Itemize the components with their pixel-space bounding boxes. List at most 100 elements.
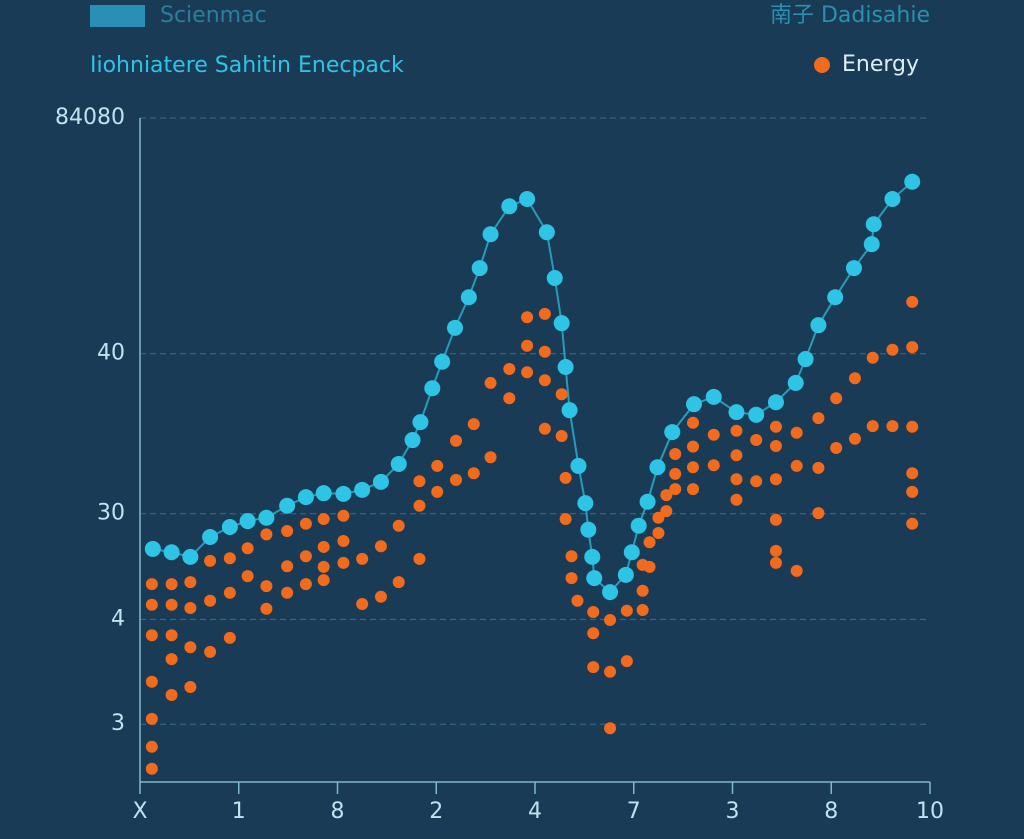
line-point bbox=[649, 459, 666, 476]
scatter-point bbox=[571, 594, 584, 607]
scatter-point bbox=[643, 536, 656, 549]
scatter-point bbox=[337, 509, 350, 522]
line-point bbox=[797, 351, 814, 368]
line-point bbox=[460, 289, 477, 306]
scatter-point bbox=[730, 449, 743, 462]
scatter-point bbox=[830, 392, 843, 405]
x-tick-label: 8 bbox=[331, 799, 345, 824]
scatter-point bbox=[687, 416, 699, 429]
scatter-point bbox=[866, 420, 879, 433]
scatter-point bbox=[769, 420, 782, 433]
line-point bbox=[258, 509, 275, 526]
scatter-point bbox=[812, 461, 825, 474]
scatter-point bbox=[484, 376, 497, 389]
scatter-point bbox=[356, 598, 369, 611]
line-point bbox=[412, 414, 429, 431]
scatter-point bbox=[413, 499, 426, 512]
scatter-point bbox=[707, 459, 720, 472]
scatter-point bbox=[559, 513, 572, 526]
scatter-point bbox=[660, 489, 673, 502]
line-point bbox=[239, 513, 256, 530]
scatter-point bbox=[503, 362, 516, 375]
scatter-point bbox=[730, 493, 743, 506]
scatter-point bbox=[906, 485, 919, 498]
line-point bbox=[297, 489, 314, 506]
line-point bbox=[372, 473, 389, 490]
scatter-point bbox=[299, 517, 312, 530]
scatter-point bbox=[431, 459, 444, 472]
line-point bbox=[144, 540, 161, 557]
scatter-point bbox=[750, 434, 763, 447]
scatter-point bbox=[866, 351, 879, 364]
scatter-point bbox=[660, 505, 673, 518]
scatter-point bbox=[184, 641, 197, 654]
scatter-point bbox=[555, 388, 568, 401]
scatter-point bbox=[145, 675, 158, 688]
scatter-point bbox=[769, 544, 782, 557]
scatter-point bbox=[669, 483, 682, 496]
line-point bbox=[163, 544, 180, 561]
scatter-point bbox=[165, 629, 178, 642]
line-point bbox=[767, 394, 784, 411]
scatter-point bbox=[790, 564, 803, 577]
scatter-point bbox=[538, 307, 551, 320]
scatter-point bbox=[204, 594, 217, 607]
scatter-point bbox=[538, 374, 551, 387]
line-point bbox=[434, 353, 451, 370]
scatter-point bbox=[604, 665, 617, 678]
scatter-point bbox=[521, 311, 534, 324]
scatter-point bbox=[204, 554, 217, 567]
scatter-point bbox=[450, 473, 462, 486]
scatter-point bbox=[165, 653, 178, 666]
line-point bbox=[315, 485, 332, 502]
line-point bbox=[354, 481, 371, 498]
scatter-point bbox=[145, 762, 158, 775]
line-point bbox=[705, 388, 722, 405]
scatter-point bbox=[337, 534, 350, 547]
scatter-point bbox=[223, 631, 236, 644]
chart-title: Scienmac bbox=[160, 3, 267, 28]
line-point bbox=[447, 319, 464, 336]
scatter-point bbox=[145, 740, 158, 753]
scatter-point bbox=[204, 645, 217, 658]
scatter-point bbox=[906, 341, 919, 354]
scatter-point bbox=[587, 661, 600, 674]
scatter-point bbox=[886, 420, 899, 433]
scatter-point bbox=[687, 440, 699, 453]
scatter-point bbox=[652, 511, 665, 524]
line-point bbox=[553, 315, 570, 332]
scatter-point bbox=[184, 576, 197, 589]
line-point bbox=[424, 380, 441, 397]
scatter-point bbox=[620, 655, 633, 668]
scatter-point bbox=[392, 576, 405, 589]
scatter-point bbox=[317, 560, 330, 573]
scatter-point bbox=[337, 556, 350, 569]
scatter-point bbox=[145, 598, 158, 611]
line-point bbox=[904, 173, 921, 190]
line-point bbox=[202, 528, 219, 545]
x-tick-label: 3 bbox=[726, 799, 740, 824]
scatter-point bbox=[906, 295, 919, 308]
y-tick-label: 84080 bbox=[55, 105, 125, 130]
scatter-point bbox=[260, 528, 273, 541]
line-point bbox=[580, 521, 597, 538]
line-point bbox=[390, 455, 407, 472]
scatter-point bbox=[184, 602, 197, 615]
scatter-point bbox=[184, 681, 197, 694]
title-swatch bbox=[90, 5, 145, 27]
scatter-point bbox=[565, 550, 578, 563]
scatter-point bbox=[223, 586, 236, 599]
scatter-point bbox=[538, 345, 551, 358]
line-point bbox=[748, 406, 765, 423]
scatter-point bbox=[521, 366, 534, 379]
scatter-point bbox=[559, 471, 572, 484]
scatter-point bbox=[392, 519, 405, 532]
scatter-point bbox=[730, 424, 743, 437]
scatter-point bbox=[555, 430, 568, 443]
line-point bbox=[827, 289, 844, 306]
scatter-point bbox=[165, 578, 178, 591]
line-point bbox=[584, 548, 601, 565]
line-point bbox=[685, 396, 702, 413]
scatter-point bbox=[503, 392, 516, 405]
